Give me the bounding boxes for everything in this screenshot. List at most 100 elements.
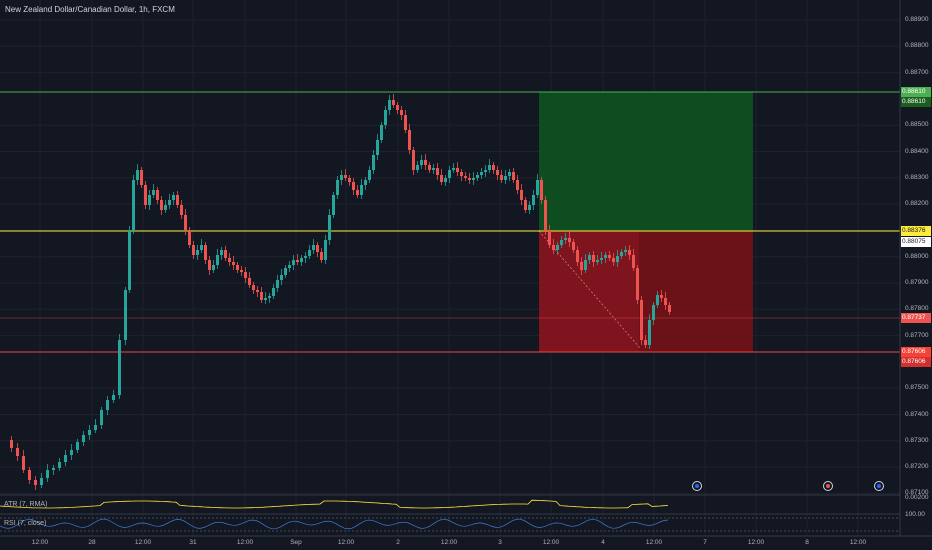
candle[interactable] — [664, 298, 667, 305]
candle[interactable] — [532, 195, 535, 205]
candle[interactable] — [276, 280, 279, 288]
candle[interactable] — [360, 185, 363, 195]
candle[interactable] — [106, 400, 109, 410]
candle[interactable] — [46, 470, 49, 478]
candle[interactable] — [668, 305, 671, 312]
candle[interactable] — [580, 262, 583, 270]
candle[interactable] — [16, 448, 19, 456]
candle[interactable] — [188, 230, 191, 245]
candle[interactable] — [508, 172, 511, 176]
candle[interactable] — [424, 160, 427, 165]
candle[interactable] — [660, 295, 663, 298]
candle[interactable] — [556, 245, 559, 250]
candle[interactable] — [52, 468, 55, 470]
candle[interactable] — [504, 176, 507, 180]
candle[interactable] — [244, 272, 247, 278]
candle[interactable] — [168, 200, 171, 205]
candle[interactable] — [404, 115, 407, 130]
candle[interactable] — [212, 265, 215, 270]
candle[interactable] — [176, 195, 179, 205]
candle[interactable] — [34, 480, 37, 485]
atr-label[interactable]: ATR (7, RMA) — [4, 501, 48, 508]
candle[interactable] — [172, 195, 175, 200]
candle[interactable] — [440, 175, 443, 182]
candle[interactable] — [464, 176, 467, 178]
candle[interactable] — [596, 260, 599, 262]
candle[interactable] — [300, 258, 303, 262]
candle[interactable] — [624, 250, 627, 252]
candle[interactable] — [264, 298, 267, 300]
candle[interactable] — [144, 185, 147, 205]
candle[interactable] — [148, 195, 151, 205]
candle[interactable] — [240, 270, 243, 272]
candle[interactable] — [380, 125, 383, 140]
candle[interactable] — [444, 178, 447, 182]
candle[interactable] — [118, 340, 121, 395]
candle[interactable] — [70, 450, 73, 455]
candle[interactable] — [164, 205, 167, 210]
candle[interactable] — [512, 172, 515, 180]
candle[interactable] — [208, 260, 211, 270]
candle[interactable] — [10, 440, 13, 448]
candle[interactable] — [588, 255, 591, 260]
candle[interactable] — [516, 180, 519, 190]
candle[interactable] — [536, 180, 539, 195]
candle[interactable] — [480, 172, 483, 175]
candle[interactable] — [648, 320, 651, 345]
candle[interactable] — [152, 190, 155, 195]
candle[interactable] — [620, 252, 623, 256]
candle[interactable] — [640, 300, 643, 340]
candle[interactable] — [388, 100, 391, 110]
candle[interactable] — [384, 110, 387, 125]
candle[interactable] — [128, 230, 131, 290]
candle[interactable] — [364, 180, 367, 185]
candle[interactable] — [628, 250, 631, 255]
candle[interactable] — [560, 240, 563, 245]
candle[interactable] — [136, 170, 139, 180]
rsi-label[interactable]: RSI (7, close) — [4, 520, 47, 527]
candle[interactable] — [496, 170, 499, 175]
candle[interactable] — [58, 462, 61, 468]
candle[interactable] — [112, 395, 115, 400]
candle[interactable] — [284, 268, 287, 275]
candle[interactable] — [324, 240, 327, 260]
candle[interactable] — [468, 178, 471, 180]
candle[interactable] — [540, 180, 543, 200]
candle[interactable] — [344, 175, 347, 178]
candle[interactable] — [608, 255, 611, 258]
candle[interactable] — [492, 165, 495, 170]
candle[interactable] — [368, 170, 371, 180]
candle[interactable] — [312, 245, 315, 250]
candle[interactable] — [220, 250, 223, 255]
candle[interactable] — [332, 195, 335, 215]
candle[interactable] — [528, 205, 531, 210]
candle[interactable] — [328, 215, 331, 240]
candle[interactable] — [520, 190, 523, 200]
economic-event-icon[interactable] — [874, 481, 884, 491]
candle[interactable] — [100, 410, 103, 425]
candle[interactable] — [272, 288, 275, 296]
candle[interactable] — [256, 290, 259, 292]
candle[interactable] — [94, 425, 97, 430]
candle[interactable] — [22, 456, 25, 470]
candle[interactable] — [636, 268, 639, 300]
candle[interactable] — [196, 250, 199, 255]
candle[interactable] — [400, 110, 403, 115]
candle[interactable] — [376, 140, 379, 155]
candle[interactable] — [612, 258, 615, 262]
candle[interactable] — [632, 255, 635, 268]
candle[interactable] — [484, 170, 487, 172]
candle[interactable] — [132, 180, 135, 230]
candle[interactable] — [260, 292, 263, 300]
candle[interactable] — [308, 250, 311, 256]
candle[interactable] — [544, 200, 547, 230]
candle[interactable] — [616, 256, 619, 262]
candle[interactable] — [292, 260, 295, 265]
candle[interactable] — [76, 442, 79, 450]
candle[interactable] — [232, 262, 235, 265]
candle[interactable] — [572, 242, 575, 250]
candle[interactable] — [248, 278, 251, 285]
candle[interactable] — [420, 160, 423, 165]
candle[interactable] — [40, 478, 43, 485]
